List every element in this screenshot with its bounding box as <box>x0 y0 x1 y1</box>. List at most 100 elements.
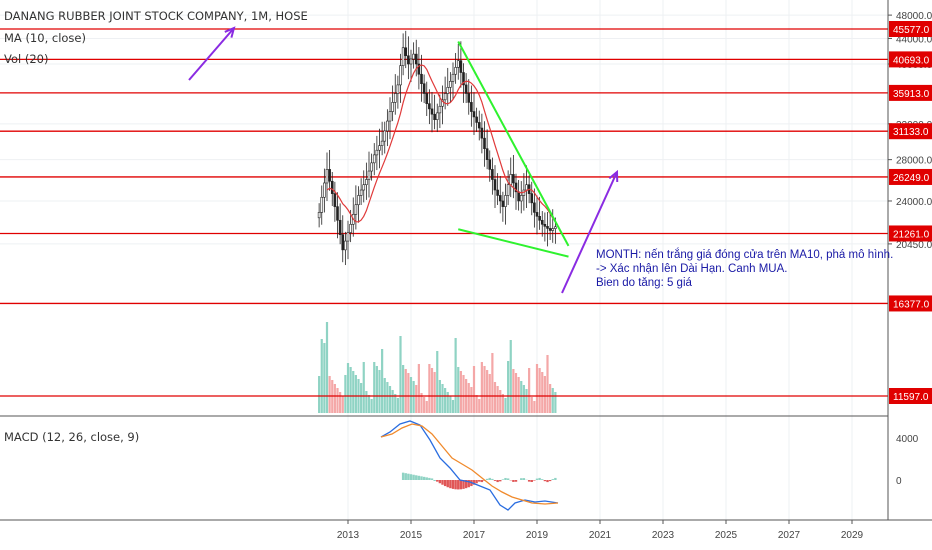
macd-histogram-bar <box>457 480 460 490</box>
macd-histogram-bar <box>475 480 478 484</box>
candle-body <box>391 102 394 112</box>
candle-body <box>485 148 489 160</box>
time-tick-label: 2013 <box>337 530 360 541</box>
macd-line <box>380 420 559 511</box>
volume-bar <box>499 390 502 413</box>
trendlines <box>457 41 570 258</box>
macd-histogram-bar <box>493 480 497 481</box>
candle-body <box>414 53 418 65</box>
level-price-label: 21261.0 <box>893 229 930 240</box>
candle-body <box>323 182 326 198</box>
macd-histogram-bar <box>443 480 447 487</box>
volume-bar <box>341 396 344 413</box>
ma-10-line <box>326 64 556 223</box>
candle-body <box>422 83 426 94</box>
macd-histogram-bar <box>404 473 407 480</box>
horizontal-levels <box>0 28 888 397</box>
candle-body <box>501 200 505 207</box>
macd-histogram-bar <box>501 479 505 480</box>
volume-bar <box>459 371 462 413</box>
volume-bar <box>551 388 554 413</box>
candle-body <box>551 228 555 231</box>
macd-histogram-bar <box>506 478 510 480</box>
candle-body <box>317 212 321 219</box>
ma-legend: MA (10, close) <box>4 31 86 45</box>
macd-histogram-bar <box>491 478 494 480</box>
volume-bar <box>541 372 544 413</box>
volume-bar <box>451 400 455 413</box>
macd-pane <box>0 415 888 511</box>
candle-body <box>428 103 431 110</box>
macd-histogram-bar <box>551 479 554 480</box>
level-price-label: 31133.0 <box>893 127 929 138</box>
macd-histogram-bar <box>436 480 439 482</box>
candle-body <box>346 232 350 242</box>
level-price-label-bg <box>889 295 932 312</box>
volume-bar <box>475 395 478 413</box>
candle-body <box>506 184 510 196</box>
volume-bar <box>478 399 481 413</box>
macd-histogram-bar <box>520 478 523 480</box>
volume-bar <box>381 349 384 413</box>
candle-body <box>540 219 544 225</box>
candle-body <box>535 212 539 217</box>
volume-bar <box>318 376 321 413</box>
chart-title: DANANG RUBBER JOINT STOCK COMPANY, 1M, H… <box>4 9 308 23</box>
level-price-label: 26249.0 <box>893 173 930 184</box>
macd-histogram-bar <box>543 480 547 482</box>
candle-body <box>370 162 373 172</box>
volume-bar <box>428 364 431 413</box>
candle-body <box>365 179 368 186</box>
candle-body <box>543 224 547 227</box>
candle-body <box>417 63 421 75</box>
candle-body <box>480 127 484 139</box>
volume-bar <box>538 368 541 413</box>
volume-bar <box>373 362 376 413</box>
macd-histogram-bar <box>407 473 410 480</box>
time-tick-label: 2023 <box>652 530 675 541</box>
candle-body <box>362 184 366 191</box>
annotation-line: -> Xác nhận lên Dài Hạn. Canh MUA. <box>596 263 788 275</box>
volume-bar <box>530 397 533 413</box>
candle-body <box>441 99 444 107</box>
time-tick-label: 2021 <box>589 530 612 541</box>
candle-body <box>538 216 541 221</box>
macd-histogram-bar <box>425 477 428 480</box>
ma-line <box>326 64 556 223</box>
candle-body <box>496 189 499 196</box>
candle-body <box>404 47 408 57</box>
volume-bar <box>504 398 507 413</box>
volume-bar <box>388 386 392 413</box>
candle-body <box>393 93 397 103</box>
macd-histogram-bar <box>433 480 436 481</box>
volume-bar <box>533 401 536 413</box>
volume-bar <box>520 381 523 413</box>
purple-arrow <box>188 27 235 81</box>
volume-bar <box>386 382 389 413</box>
candle-body <box>354 204 358 215</box>
macd-histogram-bar <box>467 480 470 488</box>
macd-histogram-bar <box>422 476 426 480</box>
grid <box>0 0 888 520</box>
time-tick-label: 2017 <box>463 530 486 541</box>
candle-body <box>456 60 460 68</box>
volume-bar <box>409 377 413 413</box>
macd-histogram-bar <box>409 474 413 480</box>
volume-bar <box>404 369 407 413</box>
level-price-label-bg <box>889 225 932 242</box>
volume-bar <box>528 368 531 413</box>
price-tick-label: 48000.0 <box>896 11 932 22</box>
volume-bar <box>472 366 476 413</box>
macd-histogram-bar <box>485 478 489 480</box>
level-price-label: 11597.0 <box>893 392 929 403</box>
candle-body <box>320 196 324 213</box>
macd-histogram-bar <box>499 480 502 482</box>
level-price-label-bg <box>889 123 932 140</box>
candle-body <box>359 189 363 196</box>
macd-histogram-bar <box>430 478 434 480</box>
macd-histogram-bar <box>538 477 541 480</box>
volume-bar <box>396 398 399 413</box>
macd-histogram-bar <box>478 480 481 482</box>
